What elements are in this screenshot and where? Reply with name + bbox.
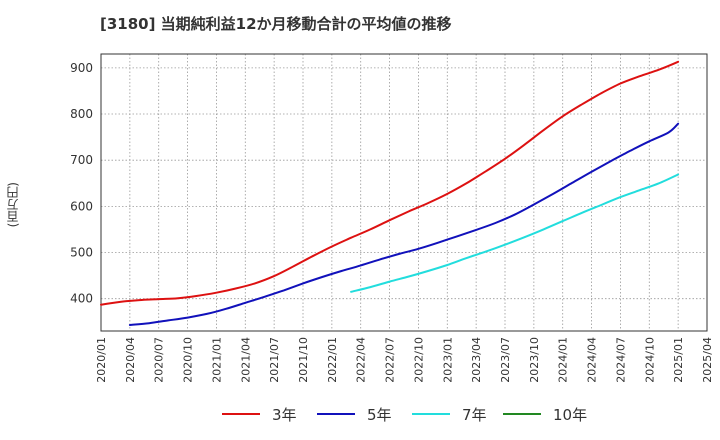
x-tick-label: 2023/04 bbox=[470, 337, 483, 383]
x-tick-label: 2022/01 bbox=[326, 337, 339, 383]
legend-swatch bbox=[412, 413, 450, 415]
legend-label: 3年 bbox=[272, 405, 297, 424]
x-tick-label: 2024/07 bbox=[614, 337, 627, 383]
chart-title: [3180] 当期純利益12か月移動合計の平均値の推移 bbox=[100, 15, 452, 33]
x-tick-label: 2023/10 bbox=[528, 337, 541, 383]
y-tick-label: 800 bbox=[70, 107, 93, 121]
legend-item-2: 5年 bbox=[317, 401, 392, 427]
x-tick-label: 2024/01 bbox=[557, 337, 570, 383]
chart-legend: 3年 5年 7年 10年 bbox=[0, 401, 720, 427]
legend-swatch bbox=[222, 413, 260, 415]
y-tick-label: 700 bbox=[70, 153, 93, 167]
y-tick-label: 400 bbox=[70, 292, 93, 306]
x-tick-label: 2020/01 bbox=[95, 337, 108, 383]
x-tick-label: 2022/10 bbox=[412, 337, 425, 383]
legend-label: 10年 bbox=[553, 405, 588, 424]
series-line-1 bbox=[100, 60, 680, 306]
legend-item-4: 10年 bbox=[503, 401, 587, 427]
x-tick-label: 2025/01 bbox=[672, 337, 685, 383]
legend-label: 5年 bbox=[367, 405, 392, 424]
legend-item-3: 7年 bbox=[412, 401, 487, 427]
x-tick-label: 2021/10 bbox=[297, 337, 310, 383]
legend-swatch bbox=[317, 413, 355, 415]
plot-border bbox=[100, 53, 708, 332]
legend-swatch bbox=[503, 413, 541, 415]
legend-label: 7年 bbox=[462, 405, 487, 424]
x-tick-label: 2022/07 bbox=[384, 337, 397, 383]
x-tick-label: 2020/10 bbox=[182, 337, 195, 383]
x-tick-label: 2025/04 bbox=[701, 337, 714, 383]
x-tick-label: 2020/04 bbox=[124, 337, 137, 383]
y-tick-label: 500 bbox=[70, 246, 93, 260]
x-tick-label: 2021/04 bbox=[239, 337, 252, 383]
x-tick-label: 2024/10 bbox=[643, 337, 656, 383]
x-tick-label: 2024/04 bbox=[586, 337, 599, 383]
x-tick-label: 2023/01 bbox=[441, 337, 454, 383]
series-line-3 bbox=[350, 173, 680, 293]
x-tick-label: 2021/07 bbox=[268, 337, 281, 383]
y-tick-label: 600 bbox=[70, 199, 93, 213]
y-tick-label: 900 bbox=[70, 61, 93, 75]
legend-item-1: 3年 bbox=[222, 401, 297, 427]
plot-area bbox=[101, 54, 707, 331]
x-tick-label: 2020/07 bbox=[153, 337, 166, 383]
x-tick-label: 2021/01 bbox=[210, 337, 223, 383]
x-tick-label: 2023/07 bbox=[499, 337, 512, 383]
x-tick-label: 2022/04 bbox=[355, 337, 368, 383]
series-line-2 bbox=[128, 122, 680, 326]
